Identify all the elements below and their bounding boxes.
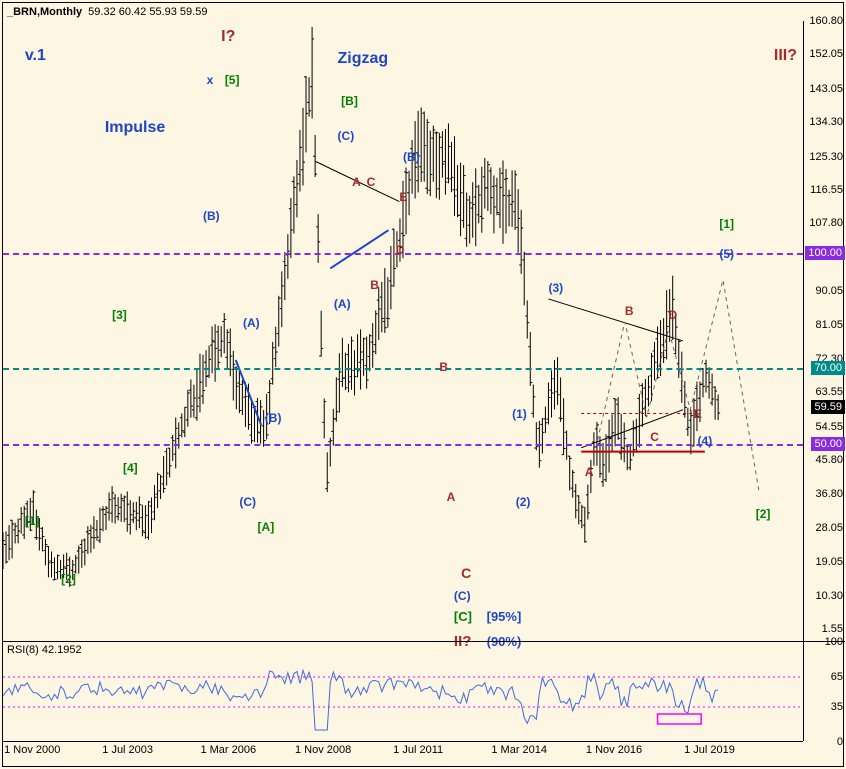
wave-label: (C) bbox=[454, 589, 471, 603]
wave-label: [95%] bbox=[487, 609, 522, 624]
rsi-y-axis: 10065350 bbox=[803, 641, 845, 741]
ytick: 36.80 bbox=[815, 488, 843, 500]
wave-label: A bbox=[447, 490, 456, 504]
ytick: 28.05 bbox=[815, 522, 843, 534]
rsi-pane[interactable]: RSI(8) 42.1952 bbox=[3, 641, 803, 741]
rsi-label: RSI(8) 42.1952 bbox=[7, 644, 82, 656]
ytick: 125.30 bbox=[809, 151, 843, 163]
price-chart-area[interactable]: v.1I?III?ImpulseZigzagx[5][B](C)(B)ACEDB… bbox=[3, 21, 803, 629]
ytick: 1.55 bbox=[822, 623, 843, 635]
wave-label: (C) bbox=[338, 129, 355, 143]
rsi-ytick: 65 bbox=[831, 671, 843, 683]
wave-label: (2) bbox=[516, 495, 531, 509]
wave-label: A bbox=[585, 465, 594, 479]
wave-label: [A] bbox=[258, 520, 275, 534]
overlay-lines bbox=[3, 21, 803, 629]
wave-label: (B) bbox=[265, 411, 282, 425]
wave-label: [B] bbox=[341, 94, 358, 108]
wave-label: [5] bbox=[225, 73, 240, 87]
ytick: 160.80 bbox=[809, 15, 843, 27]
header-bar: _BRN,Monthly 59.32 60.42 55.93 59.59 bbox=[3, 3, 207, 21]
ytick: 134.30 bbox=[809, 116, 843, 128]
wave-label: [1] bbox=[719, 217, 734, 231]
wave-label: (A) bbox=[243, 316, 260, 330]
rsi-line bbox=[3, 642, 803, 742]
ytick: 152.05 bbox=[809, 48, 843, 60]
rsi-ytick: 100 bbox=[825, 636, 843, 648]
ytick: 90.05 bbox=[815, 285, 843, 297]
wave-label: Zigzag bbox=[338, 50, 389, 68]
wave-label: x bbox=[207, 73, 214, 87]
chart-container: _BRN,Monthly 59.32 60.42 55.93 59.59 v.1… bbox=[2, 2, 844, 767]
xtick: 1 Nov 2000 bbox=[4, 744, 60, 756]
wave-label: D bbox=[396, 243, 405, 257]
wave-label: E bbox=[694, 407, 702, 421]
price-level-line bbox=[3, 444, 803, 446]
wave-label: C bbox=[367, 175, 376, 189]
wave-label: I? bbox=[221, 28, 235, 46]
wave-label: B bbox=[439, 360, 448, 374]
ohlc-values: 59.32 60.42 55.93 59.59 bbox=[88, 6, 207, 18]
wave-label: [3] bbox=[112, 308, 127, 322]
xtick: 1 Jul 2011 bbox=[393, 744, 443, 756]
wave-label: [1] bbox=[25, 514, 40, 528]
wave-label: (B) bbox=[203, 209, 220, 223]
rsi-ytick: 0 bbox=[837, 736, 843, 748]
wave-label: (3) bbox=[548, 281, 563, 295]
ytick: 59.59 bbox=[811, 400, 845, 414]
wave-label: (C) bbox=[239, 495, 256, 509]
ytick: 54.55 bbox=[815, 421, 843, 433]
main-pane: v.1I?III?ImpulseZigzagx[5][B](C)(B)ACEDB… bbox=[3, 21, 843, 766]
wave-label: D bbox=[668, 308, 677, 322]
ytick: 70.00 bbox=[811, 361, 845, 375]
price-y-axis: 160.80152.05143.05134.30125.30116.55107.… bbox=[803, 21, 845, 629]
wave-label: E bbox=[399, 190, 407, 204]
ytick: 143.05 bbox=[809, 83, 843, 95]
ytick: 107.80 bbox=[809, 217, 843, 229]
xtick: 1 Nov 2008 bbox=[295, 744, 351, 756]
ytick: 63.55 bbox=[815, 386, 843, 398]
ytick: 45.80 bbox=[815, 454, 843, 466]
symbol-label: _BRN,Monthly bbox=[7, 6, 82, 18]
xtick: 1 Mar 2014 bbox=[491, 744, 547, 756]
xtick: 1 Mar 2006 bbox=[200, 744, 256, 756]
wave-label: [C] bbox=[454, 609, 472, 624]
wave-label: [2] bbox=[756, 507, 771, 521]
ytick: 50.00 bbox=[811, 437, 845, 451]
wave-label: Impulse bbox=[105, 119, 165, 137]
rsi-ytick: 35 bbox=[831, 701, 843, 713]
xtick: 1 Jul 2019 bbox=[684, 744, 735, 756]
wave-label: (5) bbox=[719, 247, 734, 261]
xtick: 1 Jul 2003 bbox=[102, 744, 153, 756]
time-x-axis: 1 Nov 2000 1 Jul 2003 1 Mar 2006 1 Nov 2008… bbox=[3, 741, 803, 766]
wave-label: (B) bbox=[403, 150, 420, 164]
ytick: 100.00 bbox=[805, 246, 845, 260]
ytick: 116.55 bbox=[810, 184, 843, 196]
yaxis-divider bbox=[803, 21, 804, 741]
wave-label: [4] bbox=[123, 461, 138, 475]
ytick: 10.30 bbox=[815, 590, 843, 602]
ytick: 81.05 bbox=[815, 319, 843, 331]
ytick: 19.05 bbox=[815, 556, 843, 568]
wave-label: B bbox=[625, 304, 634, 318]
wave-label: v.1 bbox=[25, 47, 46, 65]
wave-label: III? bbox=[774, 47, 797, 65]
wave-label: C bbox=[650, 430, 659, 444]
wave-label: (A) bbox=[334, 297, 351, 311]
wave-label: C bbox=[461, 565, 471, 581]
wave-label: (1) bbox=[512, 407, 527, 421]
price-level-line bbox=[3, 368, 803, 370]
wave-label: A bbox=[352, 175, 361, 189]
wave-label: B bbox=[370, 278, 379, 292]
wave-label: (4) bbox=[698, 434, 713, 448]
xtick: 1 Nov 2016 bbox=[586, 744, 642, 756]
wave-label: [2] bbox=[61, 572, 76, 586]
